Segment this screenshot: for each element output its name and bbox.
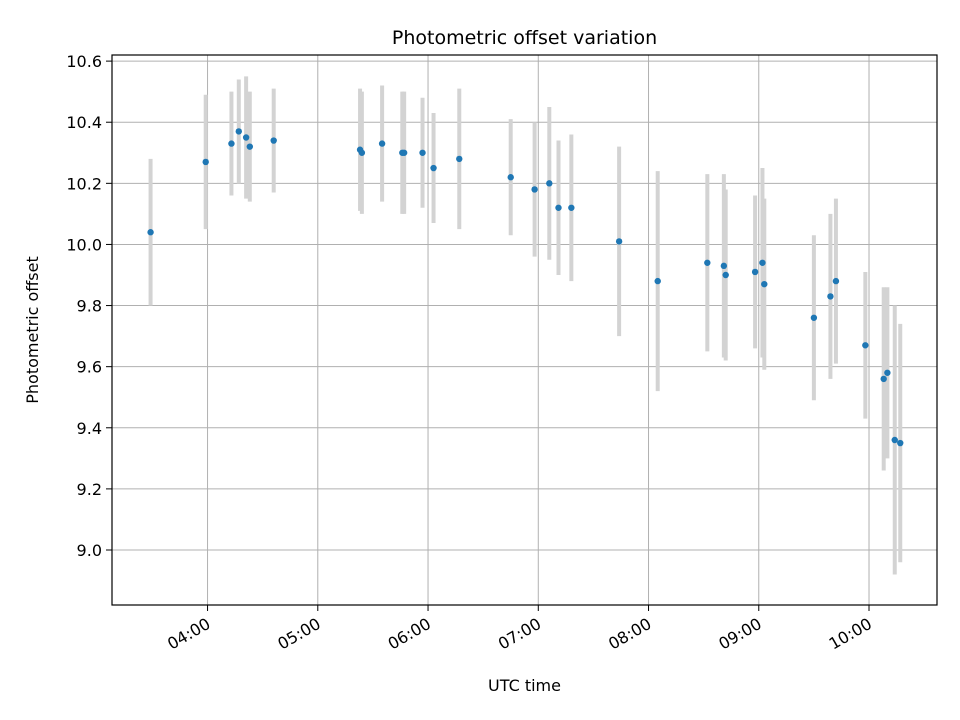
data-point [880,375,887,383]
data-point [202,158,209,166]
data-points [147,128,904,447]
data-point [507,174,514,181]
y-tick-label: 10.2 [66,174,102,193]
data-point [378,140,386,147]
data-point [400,149,408,156]
y-tick-label: 10.0 [66,235,102,254]
x-tick-label: 10:00 [826,614,875,654]
y-tick-label: 9.8 [77,297,102,316]
y-tick-label: 10.4 [66,113,102,132]
y-tick-label: 9.2 [77,480,102,499]
data-point [235,128,242,135]
data-point [246,143,254,150]
data-point [228,140,235,147]
x-tick-label: 08:00 [605,614,654,654]
y-axis-ticks: 9.0 9.2 9.4 9.6 9.8 10.0 10.2 10.4 10.6 [66,52,112,560]
data-point [761,280,768,288]
data-point [884,369,891,376]
y-tick-label: 9.4 [77,419,102,438]
data-point [704,259,711,266]
data-point [568,204,575,211]
data-point [722,271,729,279]
data-point [891,436,898,444]
x-tick-label: 04:00 [164,614,213,654]
data-point [358,149,366,156]
data-point [242,134,250,141]
plot-frame [111,54,938,606]
data-point [720,262,728,270]
data-point [555,204,562,211]
error-bars [148,76,903,575]
data-point [430,164,437,172]
grid [112,55,937,605]
data-point [751,268,759,276]
data-point [419,149,426,156]
y-axis-label: Photometric offset [23,256,42,404]
x-axis-label: UTC time [488,676,561,695]
data-point [832,277,840,285]
data-point [147,229,154,236]
data-point [810,314,818,321]
data-point [897,439,904,447]
chart-title: Photometric offset variation [392,27,657,49]
data-point [759,259,766,266]
x-tick-label: 09:00 [715,614,764,654]
x-tick-label: 06:00 [385,614,434,654]
y-tick-label: 9.0 [77,541,102,560]
data-point [531,186,538,193]
data-point [615,238,623,245]
x-tick-label: 07:00 [495,614,544,654]
y-tick-label: 9.6 [77,358,102,377]
x-tick-label: 05:00 [274,614,323,654]
data-point [546,180,553,187]
x-axis-ticks: 04:00 05:00 06:00 07:00 08:00 09:00 10:00 [164,605,875,654]
data-point [862,342,869,349]
data-point [456,155,463,163]
data-point [827,293,834,300]
y-tick-label: 10.6 [66,52,102,71]
data-point [270,137,277,144]
data-point [654,277,661,285]
